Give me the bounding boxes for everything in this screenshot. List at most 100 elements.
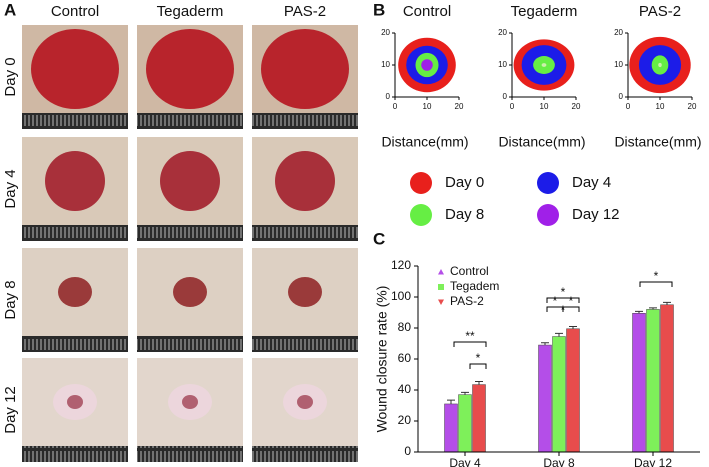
wound: [58, 277, 92, 307]
y-tick-label: 40: [398, 382, 412, 396]
x-tick-label: Day 8: [543, 456, 575, 467]
x-axis-label: Distance(mm): [498, 134, 585, 150]
ruler: [137, 336, 243, 352]
error-bar: [555, 332, 563, 337]
bar: [632, 313, 646, 453]
row-label: Day 8: [2, 280, 19, 319]
wound-trace: [541, 63, 547, 67]
wound: [160, 151, 220, 211]
x-tick-label: 0: [393, 102, 398, 111]
y-tick-label: 120: [391, 258, 411, 272]
ruler: [252, 225, 358, 241]
ruler: [22, 113, 128, 129]
wound-trace: [421, 59, 433, 71]
legend-marker: [438, 299, 444, 305]
bar: [646, 309, 660, 453]
legend-label: Day 0: [445, 174, 484, 191]
wound: [297, 395, 313, 409]
wound: [288, 277, 322, 307]
y-tick-label: 10: [498, 60, 507, 69]
y-tick-label: 0: [386, 92, 391, 101]
x-tick-label: 0: [510, 102, 515, 111]
ruler: [137, 225, 243, 241]
x-tick-label: 10: [656, 102, 665, 111]
significance-bracket: [546, 297, 580, 303]
plot-title: PAS-2: [639, 3, 681, 20]
wound: [67, 395, 83, 409]
error-bar: [475, 380, 483, 385]
y-tick-label: 0: [404, 444, 411, 458]
row-label: Day 12: [2, 386, 19, 434]
y-axis-label: Wound closure rate (%): [374, 286, 390, 433]
column-header: Tegaderm: [157, 3, 224, 20]
x-tick-label: 0: [626, 102, 631, 111]
x-tick-label: Day 4: [449, 456, 481, 467]
wound: [45, 151, 105, 211]
significance-mark: *: [654, 269, 659, 283]
wound: [173, 277, 207, 307]
legend-label: Tegadem: [450, 279, 499, 293]
row-label: Day 4: [2, 169, 19, 208]
error-bar: [447, 399, 455, 404]
wound: [31, 29, 119, 109]
legend-swatch: [410, 172, 432, 194]
wound: [182, 395, 198, 409]
x-tick-label: 20: [455, 102, 464, 111]
y-tick-label: 0: [503, 92, 508, 101]
bar: [472, 384, 486, 453]
legend-label: PAS-2: [450, 294, 484, 308]
error-bar: [635, 310, 643, 314]
y-tick-label: 0: [619, 92, 624, 101]
error-bar: [663, 301, 671, 305]
y-tick-label: 80: [398, 320, 412, 334]
legend-swatch: [537, 204, 559, 226]
significance-mark: *: [553, 294, 558, 308]
row-label: Day 0: [2, 57, 19, 96]
significance-mark: *: [476, 351, 481, 365]
error-bar: [649, 307, 657, 310]
ruler: [22, 446, 128, 462]
bar: [566, 328, 580, 453]
y-tick-label: 100: [391, 289, 411, 303]
bar: [660, 304, 674, 453]
significance-bracket: [469, 363, 487, 369]
x-tick-label: 20: [688, 102, 697, 111]
bar: [444, 403, 458, 453]
legend-label: Day 12: [572, 206, 620, 223]
bar: [458, 394, 472, 453]
plot-title: Control: [403, 3, 451, 20]
ruler: [252, 113, 358, 129]
significance-bracket: [639, 281, 673, 287]
legend-swatch: [410, 204, 432, 226]
x-tick-label: 10: [423, 102, 432, 111]
significance-mark: **: [465, 329, 475, 343]
significance-mark: *: [561, 285, 566, 299]
bar: [552, 336, 566, 453]
column-header: Control: [51, 3, 99, 20]
legend-label: Control: [450, 264, 489, 278]
y-tick-label: 20: [614, 28, 623, 37]
x-tick-label: 10: [540, 102, 549, 111]
error-bar: [461, 391, 469, 395]
error-bar: [541, 342, 549, 346]
legend-marker: [438, 284, 444, 290]
y-tick-label: 10: [381, 60, 390, 69]
wound: [261, 29, 349, 109]
panel-label: C: [373, 229, 385, 248]
legend-swatch: [537, 172, 559, 194]
wound: [275, 151, 335, 211]
wound: [146, 29, 234, 109]
x-tick-label: Day 12: [634, 456, 672, 467]
panel-label: B: [373, 0, 385, 19]
axis: [417, 266, 700, 453]
plot-title: Tegaderm: [511, 3, 578, 20]
significance-bracket: [453, 341, 487, 347]
y-tick-label: 20: [398, 413, 412, 427]
error-bar: [569, 325, 577, 329]
x-tick-label: 20: [572, 102, 581, 111]
ruler: [22, 225, 128, 241]
y-tick-label: 20: [381, 28, 390, 37]
significance-mark: *: [569, 294, 574, 308]
ruler: [252, 446, 358, 462]
